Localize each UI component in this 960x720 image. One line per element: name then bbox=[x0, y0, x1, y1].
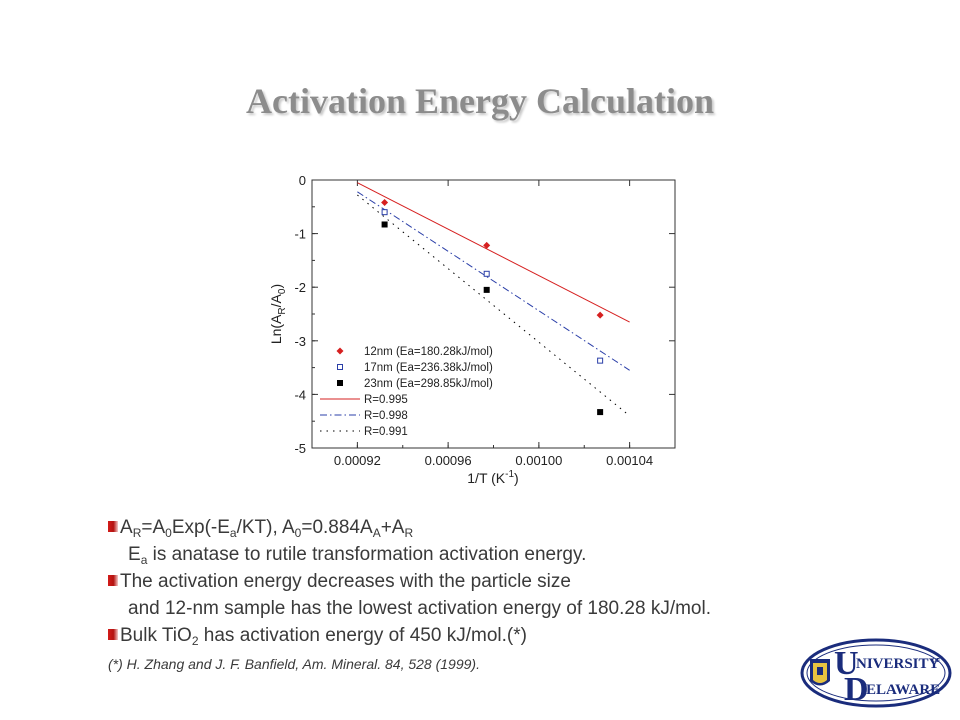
fit-line bbox=[357, 182, 630, 323]
equation-text: AR=A0Exp(-Ea/KT), A0=0.884AA+AR bbox=[120, 517, 414, 540]
svg-text:D ELAWARE: D ELAWARE bbox=[844, 671, 940, 708]
y-tick-label: -2 bbox=[294, 280, 306, 295]
university-of-delaware-logo: U NIVERSITY OF D ELAWARE bbox=[800, 638, 952, 708]
data-point bbox=[381, 209, 388, 216]
y-tick-label: -5 bbox=[294, 441, 306, 456]
bullet-bulk-tio2: Bulk TiO2 has activation energy of 450 k… bbox=[108, 622, 908, 649]
legend-label: R=0.995 bbox=[364, 394, 408, 406]
legend-marker bbox=[337, 380, 343, 386]
x-tick-label: 0.00096 bbox=[425, 453, 472, 468]
legend-label: 17nm (Ea=236.38kJ/mol) bbox=[364, 362, 493, 374]
data-point bbox=[596, 311, 604, 319]
bullet-icon bbox=[108, 575, 118, 586]
y-tick-label: -1 bbox=[294, 227, 306, 242]
legend-marker bbox=[336, 347, 344, 355]
data-point bbox=[483, 241, 491, 249]
legend-label: R=0.998 bbox=[364, 410, 408, 422]
y-tick-label: -3 bbox=[294, 334, 306, 349]
bulk-tio2-text: Bulk TiO2 has activation energy of 450 k… bbox=[120, 625, 527, 648]
x-tick-label: 0.00100 bbox=[515, 453, 562, 468]
ea-definition: Ea is anatase to rutile transformation a… bbox=[128, 544, 587, 567]
x-tick-label: 0.00092 bbox=[334, 453, 381, 468]
fit-line bbox=[357, 191, 630, 371]
slide-title: Activation Energy Calculation bbox=[246, 81, 714, 121]
y-tick-label: -4 bbox=[294, 387, 306, 402]
y-tick-label: 0 bbox=[299, 173, 306, 188]
size-trend-text: The activation energy decreases with the… bbox=[120, 571, 571, 592]
bullet-icon bbox=[108, 521, 118, 532]
x-tick-label: 0.00104 bbox=[606, 453, 653, 468]
reference-citation: (*) H. Zhang and J. F. Banfield, Am. Min… bbox=[108, 656, 480, 672]
lowest-energy-text: and 12-nm sample has the lowest activati… bbox=[128, 598, 711, 619]
data-point bbox=[597, 357, 604, 364]
data-point bbox=[483, 286, 490, 293]
legend-label: 12nm (Ea=180.28kJ/mol) bbox=[364, 346, 493, 358]
legend-label: R=0.991 bbox=[364, 426, 408, 438]
bullet-equation: AR=A0Exp(-Ea/KT), A0=0.884AA+AR bbox=[108, 514, 908, 541]
bullet-icon bbox=[108, 629, 118, 640]
legend-marker bbox=[337, 364, 343, 370]
plot-frame bbox=[311, 179, 676, 449]
svg-text:U NIVERSITY OF: U NIVERSITY OF bbox=[834, 645, 943, 682]
legend-label: 23nm (Ea=298.85kJ/mol) bbox=[364, 378, 493, 390]
data-point bbox=[381, 199, 389, 207]
bullet-size-trend: The activation energy decreases with the… bbox=[108, 568, 908, 595]
data-point bbox=[381, 221, 388, 228]
x-axis-label: 1/T (K-1) bbox=[467, 469, 518, 486]
data-point bbox=[597, 409, 604, 416]
bullet-list: AR=A0Exp(-Ea/KT), A0=0.884AA+AR Ea is an… bbox=[108, 514, 908, 649]
y-axis-label: Ln(AR/A0) bbox=[268, 284, 288, 344]
university-seal-icon bbox=[810, 659, 830, 686]
activation-energy-chart: 0.00092 0.00096 0.00100 0.001040-1-2-3-4-5 … bbox=[268, 173, 676, 486]
data-point bbox=[483, 270, 490, 277]
